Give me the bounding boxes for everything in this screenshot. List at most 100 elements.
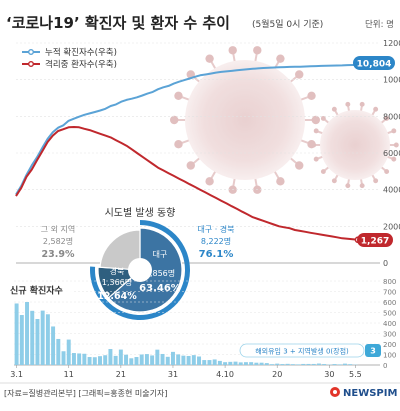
bar-chart-title: 신규 확진자수 [10,285,63,297]
virus-body [320,110,390,180]
main-y-tick-label: 8000 [383,112,400,121]
series-lines [16,62,361,242]
daily-bar [333,364,337,365]
daily-bar [108,349,112,365]
daily-bar [135,357,139,365]
daily-bar [228,362,232,365]
daily-bar [322,364,326,365]
daily-bar [239,362,243,365]
bar-x-tick-label: 4.10 [216,370,234,379]
daily-bar [35,319,39,365]
virus-spike-tip [360,183,365,188]
daily-bar [176,354,180,365]
daily-bar [312,364,316,365]
daily-bar [166,357,170,365]
daily-bar [348,364,352,365]
virus-spike-tip [314,157,319,162]
daily-bar [197,356,201,365]
virus-spike-tip [345,102,350,107]
source-credit: [자료=질병관리본부] [그래픽=홍종현 미술기자] [4,388,167,398]
bar-x-tick-label: 11 [64,370,74,379]
annotation-text: 해외유입 3 + 지역발생 0(장점) [255,347,349,356]
bar-x-tick-label: 20 [272,370,282,379]
bar-x-tick-label: 5.5 [349,370,362,379]
legend-cumulative-marker [29,50,34,55]
main-y-tick-label: 0 [383,259,388,268]
legend: 누적 확진자수(우축) 격리중 환자수(우축) [22,47,117,70]
legend-isolated-label: 격리중 환자수(우축) [45,59,117,70]
daily-bar [301,364,305,365]
virus-body [185,60,305,180]
daily-bar [192,355,196,365]
virus-spike-tip [321,169,326,174]
virus-spike-tip [360,102,365,107]
daily-bar [129,358,133,365]
donut-other-label: 그 외 지역 [41,224,76,234]
bar-y-tick-label: 800 [383,278,396,286]
virus-spike-tip [295,161,303,169]
daily-bar [280,364,284,365]
main-y-tick-label: 2000 [383,222,400,231]
virus-spike-tip [311,143,316,148]
daily-bar [244,362,248,365]
daily-bar [260,363,264,365]
donut-title: 시도별 발생 동향 [105,207,176,219]
virus-spike-tip [229,46,237,54]
virus-spike-tip [314,128,319,133]
daily-bar [88,357,92,365]
daily-bar [72,353,76,365]
virus-spike-tip [174,140,182,148]
main-y-tick-label: 12000 [383,39,400,48]
cumulative-end-label: 10,804 [357,60,392,70]
daily-bar [275,364,279,365]
daily-bar [82,354,86,365]
daily-bar [317,364,321,365]
virus-spike-tip [174,92,182,100]
virus-spike-tip [276,177,284,185]
daily-bar [114,356,118,365]
virus-spike-tip [391,128,396,133]
bar-y-tick-label: 500 [383,310,396,318]
virus-spike-tip [373,178,378,183]
main-y-tick-label: 6000 [383,149,400,158]
daily-bar [307,364,311,365]
virus-spike-tip [295,70,303,78]
donut-daegu-pct: 63.46% [139,283,181,294]
daily-bar [155,350,159,365]
daily-bar [286,364,290,365]
virus-spike-tip [307,92,315,100]
donut-outer-pct: 76.1% [199,249,234,260]
daily-bar [213,359,217,365]
bar-y-tick-label: 700 [383,289,396,297]
daily-bar [161,354,165,365]
daily-bar [77,353,81,365]
virus-spike-tip [205,177,213,185]
donut-outer-value: 8,222명 [201,236,231,246]
main-y-tick-label: 10000 [383,76,400,85]
daily-bar [124,355,128,365]
virus-spike-tip [205,54,213,62]
daily-bar [218,361,222,365]
donut-daegu-label: 대구 [153,250,168,259]
daily-bar [338,364,342,365]
daily-bar [187,356,191,365]
isolated-end-label: 1,267 [361,237,389,247]
bar-x-tick-label: 21 [116,370,126,379]
daily-bar [145,354,149,365]
brand-logo: NEWSPIM [343,388,397,399]
donut-gyeongbuk-value: 1,366명 [102,277,132,287]
daily-bar [234,362,238,365]
daily-bar [25,302,29,365]
daily-bar [20,315,24,365]
virus-spike-tip [276,54,284,62]
daily-bar [62,351,66,365]
daily-bar [93,357,97,365]
donut-other-pct: 23.9% [42,249,75,260]
virus-spike-tip [332,178,337,183]
daily-bar [223,362,227,365]
bar-y-tick-label: 400 [383,320,396,328]
bar-y-tick-label: 200 [383,341,396,349]
virus-spike-tip [253,46,261,54]
annotation-value: 3 [370,347,376,356]
